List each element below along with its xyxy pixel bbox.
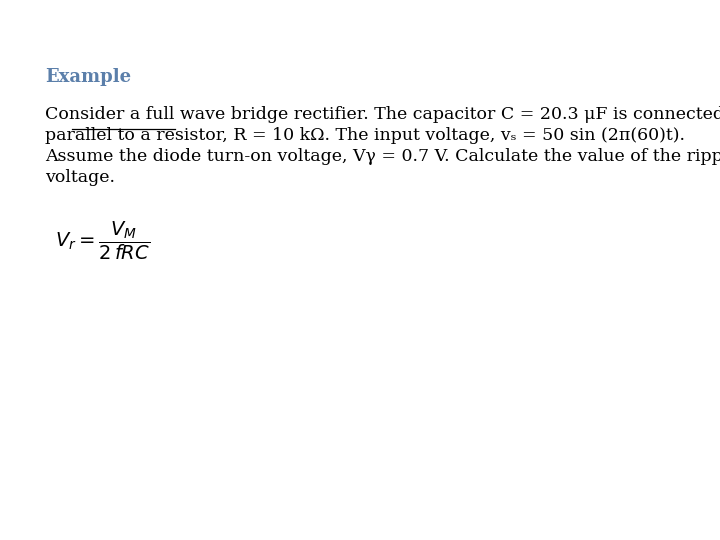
- Text: voltage.: voltage.: [45, 169, 115, 186]
- Text: Consider a full wave bridge rectifier. The capacitor C = 20.3 μF is connected in: Consider a full wave bridge rectifier. T…: [45, 106, 720, 123]
- Text: Assume the diode turn-on voltage, Vγ = 0.7 V. Calculate the value of the ripple: Assume the diode turn-on voltage, Vγ = 0…: [45, 148, 720, 165]
- Text: Consider a: Consider a: [45, 106, 145, 123]
- Text: full wave: full wave: [45, 106, 125, 123]
- Text: Example: Example: [45, 68, 131, 86]
- Text: $\mathit{V_r} = \dfrac{\mathit{V_M}}{\mathit{2\,fRC}}$: $\mathit{V_r} = \dfrac{\mathit{V_M}}{\ma…: [55, 220, 150, 262]
- Text: parallel to a resistor, R = 10 kΩ. The input voltage, vₛ = 50 sin (2π(60)t).: parallel to a resistor, R = 10 kΩ. The i…: [45, 127, 685, 144]
